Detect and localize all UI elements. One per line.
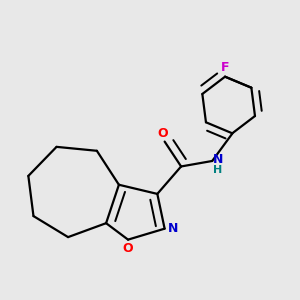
Text: O: O (158, 127, 168, 140)
Text: H: H (213, 165, 223, 175)
Text: N: N (213, 153, 223, 166)
Text: F: F (221, 61, 229, 74)
Text: N: N (167, 222, 178, 235)
Text: O: O (123, 242, 134, 255)
